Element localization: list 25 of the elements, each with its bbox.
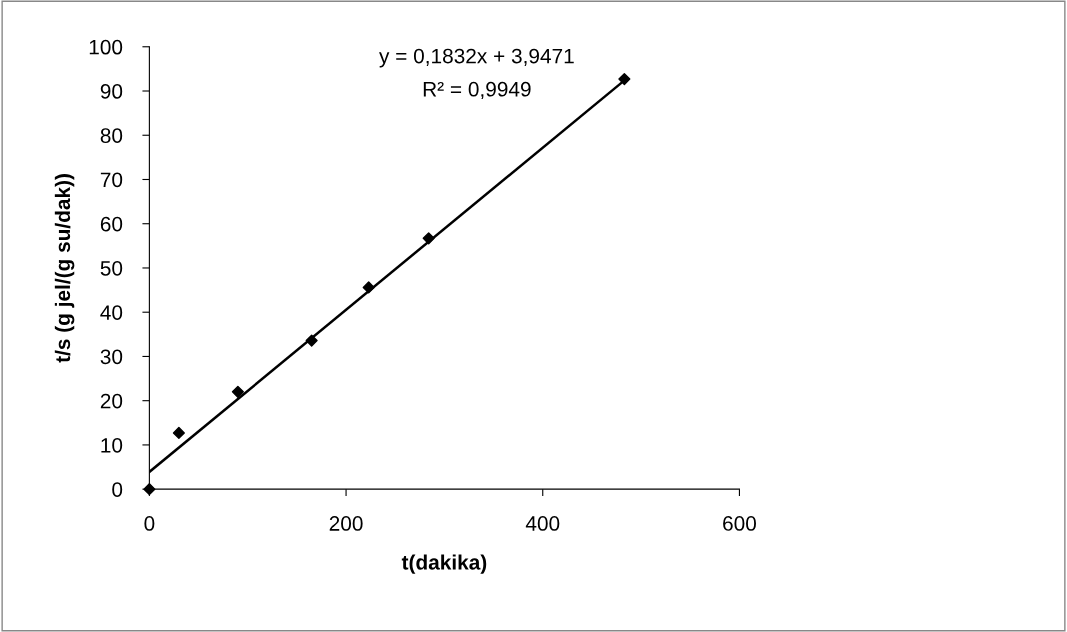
y-tick-label: 0 bbox=[112, 482, 123, 497]
y-tick-label: 70 bbox=[100, 172, 123, 188]
y-tick-label: 50 bbox=[100, 260, 123, 276]
x-axis-title: t(dakika) bbox=[401, 554, 487, 574]
y-tick-label: 40 bbox=[100, 305, 123, 320]
y-tick-label: 80 bbox=[100, 128, 123, 143]
y-tick-label: 100 bbox=[89, 39, 123, 55]
y-tick-label: 60 bbox=[100, 216, 123, 232]
y-axis-title: t/s (g jel/(g su/dak)) bbox=[54, 174, 75, 363]
point bbox=[362, 281, 375, 294]
point bbox=[422, 232, 435, 245]
point bbox=[305, 334, 318, 347]
x-tick-label: 400 bbox=[525, 516, 560, 531]
y-tick-label: 30 bbox=[100, 349, 123, 365]
y-tick-label: 90 bbox=[100, 84, 123, 99]
point bbox=[172, 426, 185, 440]
point bbox=[618, 72, 631, 86]
annotation: R² = 0,9949 bbox=[423, 81, 531, 100]
point bbox=[231, 385, 244, 398]
y-tick-label: 10 bbox=[101, 437, 123, 453]
x-tick-label: 0 bbox=[144, 516, 155, 531]
y-tick-label: 20 bbox=[100, 393, 123, 409]
x-tick-label: 600 bbox=[723, 516, 756, 531]
x-tick-label: 200 bbox=[329, 516, 363, 531]
annotation: y = 0,1832x + 3,9471 bbox=[379, 48, 574, 68]
